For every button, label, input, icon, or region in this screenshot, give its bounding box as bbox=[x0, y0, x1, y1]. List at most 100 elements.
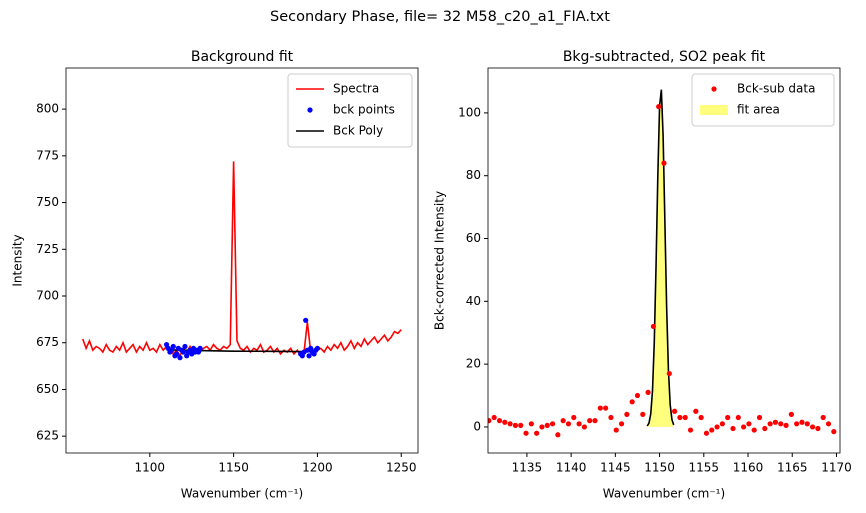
data-point bbox=[518, 422, 524, 428]
x-tick-label: 1140 bbox=[556, 461, 587, 475]
x-tick-label: 1155 bbox=[689, 461, 720, 475]
data-point bbox=[762, 425, 768, 432]
y-tick-label: 100 bbox=[458, 105, 481, 119]
x-tick-label: 1150 bbox=[644, 461, 675, 475]
y-axis-label: Bck-corrected Intensity bbox=[433, 191, 447, 330]
data-point bbox=[306, 353, 312, 359]
data-point bbox=[502, 419, 508, 425]
data-point bbox=[177, 355, 183, 361]
legend-label: Bck-sub data bbox=[737, 82, 815, 96]
data-point bbox=[608, 414, 614, 421]
data-point bbox=[539, 424, 545, 430]
legend-swatch bbox=[307, 107, 313, 113]
legend-label: bck points bbox=[333, 103, 395, 117]
data-point bbox=[650, 323, 656, 330]
y-tick-label: 625 bbox=[36, 429, 59, 443]
data-point bbox=[682, 414, 688, 421]
y-tick-label: 80 bbox=[466, 168, 481, 182]
data-point bbox=[180, 349, 186, 355]
x-axis-label: Wavenumber (cm⁻¹) bbox=[603, 487, 725, 501]
data-point bbox=[523, 430, 529, 436]
data-point bbox=[576, 421, 582, 427]
data-point bbox=[597, 405, 603, 411]
data-point bbox=[677, 414, 683, 421]
y-tick-label: 0 bbox=[473, 419, 481, 433]
data-point bbox=[709, 427, 715, 433]
legend-swatch bbox=[711, 86, 717, 92]
data-point bbox=[772, 419, 779, 425]
axes: Bkg-subtracted, SO2 peak fit Wavenumber (… bbox=[433, 49, 852, 501]
data-point bbox=[719, 421, 725, 427]
data-point bbox=[571, 414, 577, 421]
data-point bbox=[703, 430, 710, 436]
data-point bbox=[613, 427, 619, 433]
data-point bbox=[809, 424, 816, 430]
x-tick-label: 1170 bbox=[821, 461, 852, 475]
data-point bbox=[645, 389, 651, 395]
y-tick-label: 800 bbox=[36, 102, 59, 116]
y-tick-label: 675 bbox=[36, 335, 59, 349]
data-point bbox=[587, 418, 593, 424]
axes: Background fit Wavenumber (cm⁻¹) Intensity… bbox=[11, 49, 419, 501]
data-point bbox=[666, 370, 672, 377]
data-point bbox=[624, 411, 630, 417]
legend-swatch bbox=[700, 105, 728, 115]
x-tick-label: 1200 bbox=[302, 461, 333, 475]
data-point bbox=[549, 421, 556, 427]
data-point bbox=[555, 432, 561, 438]
data-point bbox=[640, 411, 646, 417]
data-point bbox=[592, 418, 598, 424]
data-point bbox=[491, 414, 497, 421]
data-point bbox=[756, 414, 763, 421]
data-point bbox=[603, 405, 609, 411]
data-point bbox=[512, 422, 519, 428]
data-point bbox=[788, 411, 794, 417]
data-point bbox=[544, 422, 550, 428]
data-point bbox=[820, 414, 826, 421]
data-point bbox=[730, 425, 736, 432]
data-point bbox=[581, 424, 588, 430]
data-point bbox=[831, 429, 837, 435]
x-tick-label: 1150 bbox=[218, 461, 249, 475]
data-area bbox=[647, 89, 674, 427]
data-point bbox=[825, 421, 832, 427]
data-point bbox=[804, 421, 810, 427]
plot-area bbox=[82, 161, 402, 361]
data-point bbox=[799, 419, 805, 425]
data-point bbox=[751, 427, 757, 433]
data-point bbox=[661, 160, 667, 166]
y-tick-label: 700 bbox=[36, 289, 59, 303]
data-line bbox=[82, 161, 402, 358]
axes-title: Bkg-subtracted, SO2 peak fit bbox=[563, 49, 766, 65]
y-tick-label: 650 bbox=[36, 382, 59, 396]
data-line bbox=[646, 89, 675, 427]
data-point bbox=[634, 392, 641, 399]
y-tick-label: 725 bbox=[36, 242, 59, 256]
data-point bbox=[170, 343, 176, 350]
data-point bbox=[794, 421, 800, 427]
x-tick-label: 1145 bbox=[600, 461, 631, 475]
data-point bbox=[735, 414, 741, 421]
data-point bbox=[656, 104, 662, 110]
x-tick-label: 1165 bbox=[777, 461, 808, 475]
legend-label: Bck Poly bbox=[333, 124, 383, 138]
data-point bbox=[698, 414, 704, 421]
x-axis-label: Wavenumber (cm⁻¹) bbox=[181, 487, 303, 501]
data-point bbox=[488, 418, 492, 424]
plot-area bbox=[488, 89, 837, 438]
y-tick-label: 40 bbox=[466, 294, 481, 308]
data-point bbox=[815, 425, 821, 432]
data-point bbox=[197, 345, 203, 351]
legend-label: Spectra bbox=[333, 82, 379, 96]
data-point bbox=[314, 345, 321, 351]
data-point bbox=[740, 424, 747, 430]
data-point bbox=[528, 421, 534, 427]
x-tick-label: 1250 bbox=[386, 461, 417, 475]
legend-frame bbox=[287, 73, 413, 148]
data-point bbox=[565, 421, 572, 427]
data-point bbox=[496, 418, 503, 424]
data-point bbox=[560, 418, 566, 424]
x-tick-label: 1160 bbox=[733, 461, 764, 475]
axes-frame bbox=[487, 67, 841, 454]
